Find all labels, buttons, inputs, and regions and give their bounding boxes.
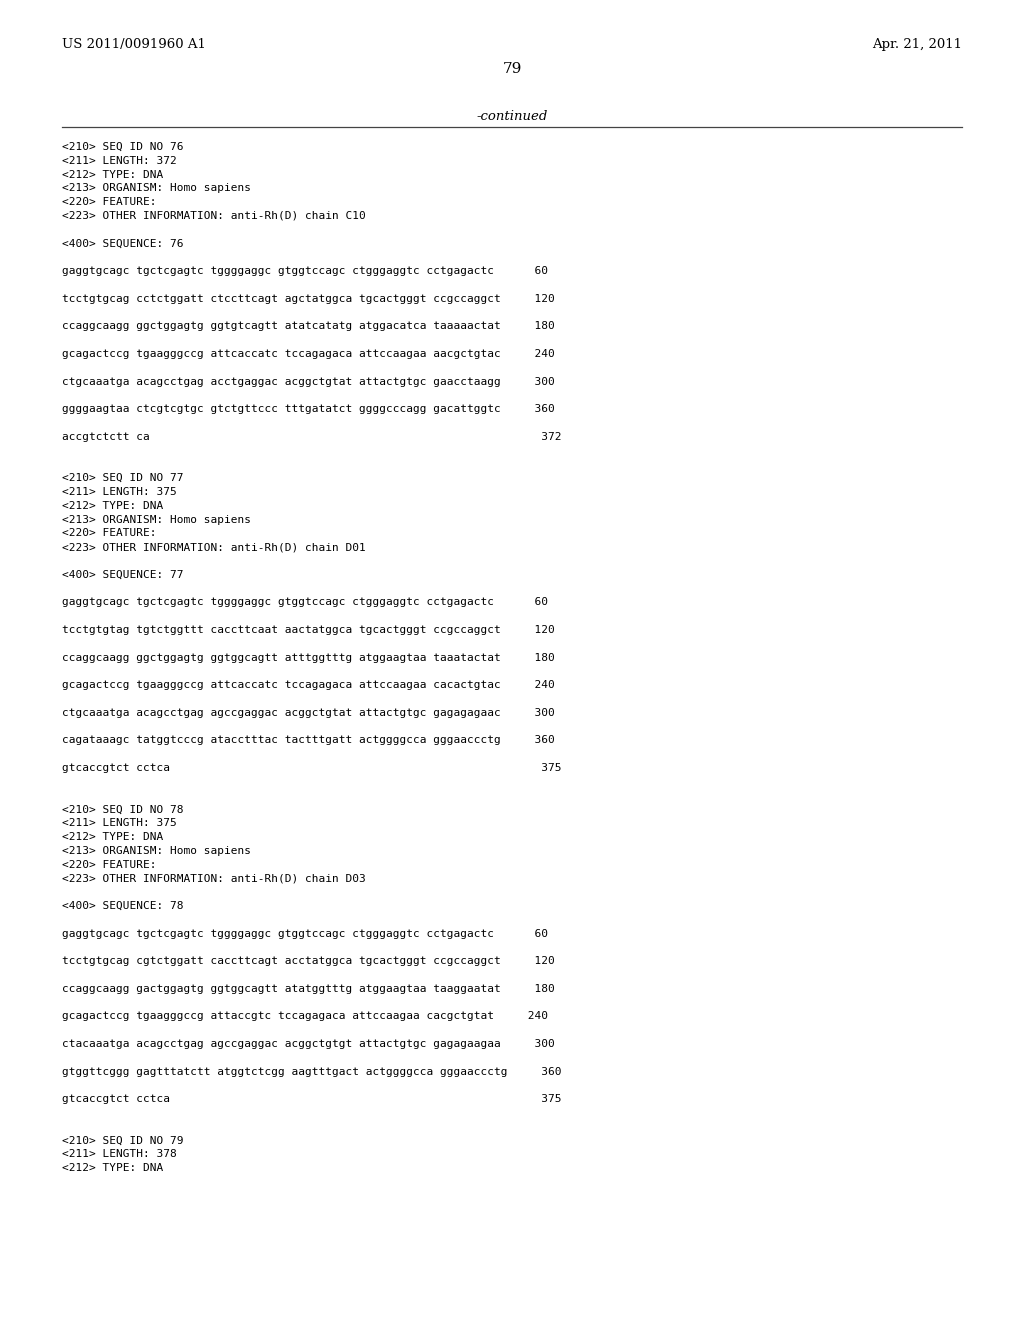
Text: <213> ORGANISM: Homo sapiens: <213> ORGANISM: Homo sapiens bbox=[62, 846, 251, 855]
Text: tcctgtgtag tgtctggttt caccttcaat aactatggca tgcactgggt ccgccaggct     120: tcctgtgtag tgtctggttt caccttcaat aactatg… bbox=[62, 624, 555, 635]
Text: cagataaagc tatggtcccg atacctttac tactttgatt actggggcca gggaaccctg     360: cagataaagc tatggtcccg atacctttac tactttg… bbox=[62, 735, 555, 746]
Text: <220> FEATURE:: <220> FEATURE: bbox=[62, 859, 157, 870]
Text: tcctgtgcag cgtctggatt caccttcagt acctatggca tgcactgggt ccgccaggct     120: tcctgtgcag cgtctggatt caccttcagt acctatg… bbox=[62, 956, 555, 966]
Text: <213> ORGANISM: Homo sapiens: <213> ORGANISM: Homo sapiens bbox=[62, 183, 251, 194]
Text: <211> LENGTH: 375: <211> LENGTH: 375 bbox=[62, 818, 177, 828]
Text: accgtctctt ca                                                          372: accgtctctt ca 372 bbox=[62, 432, 561, 442]
Text: <210> SEQ ID NO 76: <210> SEQ ID NO 76 bbox=[62, 143, 183, 152]
Text: <400> SEQUENCE: 78: <400> SEQUENCE: 78 bbox=[62, 902, 183, 911]
Text: <223> OTHER INFORMATION: anti-Rh(D) chain D01: <223> OTHER INFORMATION: anti-Rh(D) chai… bbox=[62, 543, 366, 552]
Text: ctacaaatga acagcctgag agccgaggac acggctgtgt attactgtgc gagagaagaa     300: ctacaaatga acagcctgag agccgaggac acggctg… bbox=[62, 1039, 555, 1049]
Text: gaggtgcagc tgctcgagtc tggggaggc gtggtccagc ctgggaggtc cctgagactc      60: gaggtgcagc tgctcgagtc tggggaggc gtggtcca… bbox=[62, 598, 548, 607]
Text: 79: 79 bbox=[503, 62, 521, 77]
Text: <220> FEATURE:: <220> FEATURE: bbox=[62, 197, 157, 207]
Text: gtcaccgtct cctca                                                       375: gtcaccgtct cctca 375 bbox=[62, 763, 561, 774]
Text: -continued: -continued bbox=[476, 110, 548, 123]
Text: <210> SEQ ID NO 78: <210> SEQ ID NO 78 bbox=[62, 804, 183, 814]
Text: ccaggcaagg gactggagtg ggtggcagtt atatggtttg atggaagtaa taaggaatat     180: ccaggcaagg gactggagtg ggtggcagtt atatggt… bbox=[62, 983, 555, 994]
Text: <220> FEATURE:: <220> FEATURE: bbox=[62, 528, 157, 539]
Text: <212> TYPE: DNA: <212> TYPE: DNA bbox=[62, 832, 163, 842]
Text: <212> TYPE: DNA: <212> TYPE: DNA bbox=[62, 500, 163, 511]
Text: <223> OTHER INFORMATION: anti-Rh(D) chain C10: <223> OTHER INFORMATION: anti-Rh(D) chai… bbox=[62, 211, 366, 220]
Text: <211> LENGTH: 375: <211> LENGTH: 375 bbox=[62, 487, 177, 498]
Text: US 2011/0091960 A1: US 2011/0091960 A1 bbox=[62, 38, 206, 51]
Text: gtggttcggg gagtttatctt atggtctcgg aagtttgact actggggcca gggaaccctg     360: gtggttcggg gagtttatctt atggtctcgg aagttt… bbox=[62, 1067, 561, 1077]
Text: Apr. 21, 2011: Apr. 21, 2011 bbox=[872, 38, 962, 51]
Text: gcagactccg tgaagggccg attcaccatc tccagagaca attccaagaa cacactgtac     240: gcagactccg tgaagggccg attcaccatc tccagag… bbox=[62, 680, 555, 690]
Text: <210> SEQ ID NO 77: <210> SEQ ID NO 77 bbox=[62, 473, 183, 483]
Text: <212> TYPE: DNA: <212> TYPE: DNA bbox=[62, 1163, 163, 1173]
Text: gaggtgcagc tgctcgagtc tggggaggc gtggtccagc ctgggaggtc cctgagactc      60: gaggtgcagc tgctcgagtc tggggaggc gtggtcca… bbox=[62, 928, 548, 939]
Text: <400> SEQUENCE: 76: <400> SEQUENCE: 76 bbox=[62, 239, 183, 248]
Text: <400> SEQUENCE: 77: <400> SEQUENCE: 77 bbox=[62, 570, 183, 579]
Text: <211> LENGTH: 372: <211> LENGTH: 372 bbox=[62, 156, 177, 166]
Text: gcagactccg tgaagggccg attaccgtc tccagagaca attccaagaa cacgctgtat     240: gcagactccg tgaagggccg attaccgtc tccagaga… bbox=[62, 1011, 548, 1022]
Text: gtcaccgtct cctca                                                       375: gtcaccgtct cctca 375 bbox=[62, 1094, 561, 1105]
Text: ctgcaaatga acagcctgag agccgaggac acggctgtat attactgtgc gagagagaac     300: ctgcaaatga acagcctgag agccgaggac acggctg… bbox=[62, 708, 555, 718]
Text: <213> ORGANISM: Homo sapiens: <213> ORGANISM: Homo sapiens bbox=[62, 515, 251, 524]
Text: gcagactccg tgaagggccg attcaccatc tccagagaca attccaagaa aacgctgtac     240: gcagactccg tgaagggccg attcaccatc tccagag… bbox=[62, 348, 555, 359]
Text: ggggaagtaa ctcgtcgtgc gtctgttccc tttgatatct ggggcccagg gacattggtc     360: ggggaagtaa ctcgtcgtgc gtctgttccc tttgata… bbox=[62, 404, 555, 414]
Text: <211> LENGTH: 378: <211> LENGTH: 378 bbox=[62, 1150, 177, 1159]
Text: ccaggcaagg ggctggagtg ggtgtcagtt atatcatatg atggacatca taaaaactat     180: ccaggcaagg ggctggagtg ggtgtcagtt atatcat… bbox=[62, 321, 555, 331]
Text: <210> SEQ ID NO 79: <210> SEQ ID NO 79 bbox=[62, 1135, 183, 1146]
Text: gaggtgcagc tgctcgagtc tggggaggc gtggtccagc ctgggaggtc cctgagactc      60: gaggtgcagc tgctcgagtc tggggaggc gtggtcca… bbox=[62, 267, 548, 276]
Text: ccaggcaagg ggctggagtg ggtggcagtt atttggtttg atggaagtaa taaatactat     180: ccaggcaagg ggctggagtg ggtggcagtt atttggt… bbox=[62, 652, 555, 663]
Text: <223> OTHER INFORMATION: anti-Rh(D) chain D03: <223> OTHER INFORMATION: anti-Rh(D) chai… bbox=[62, 874, 366, 883]
Text: ctgcaaatga acagcctgag acctgaggac acggctgtat attactgtgc gaacctaagg     300: ctgcaaatga acagcctgag acctgaggac acggctg… bbox=[62, 376, 555, 387]
Text: <212> TYPE: DNA: <212> TYPE: DNA bbox=[62, 169, 163, 180]
Text: tcctgtgcag cctctggatt ctccttcagt agctatggca tgcactgggt ccgccaggct     120: tcctgtgcag cctctggatt ctccttcagt agctatg… bbox=[62, 294, 555, 304]
